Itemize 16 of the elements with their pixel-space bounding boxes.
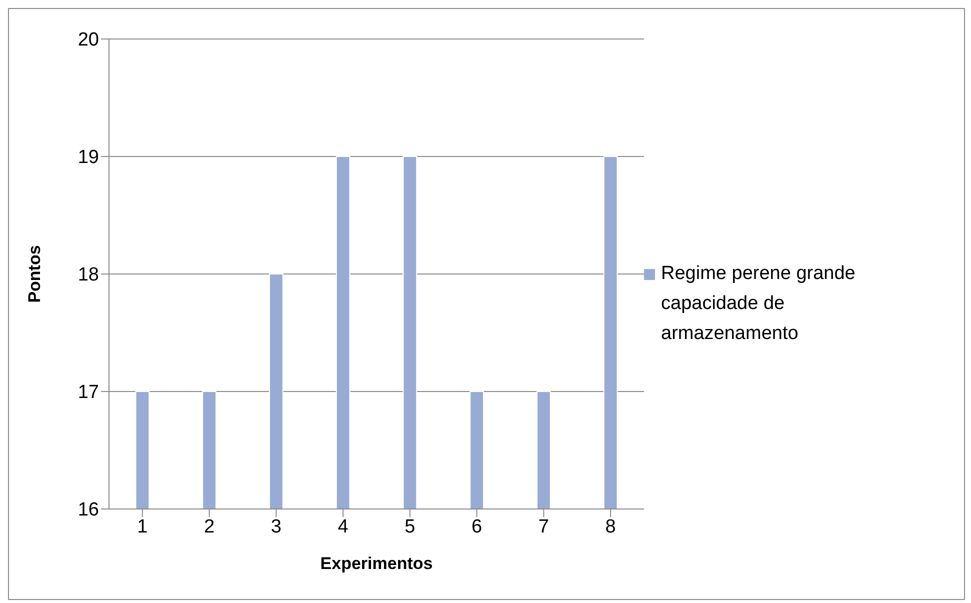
x-tick-label: 5 [404, 516, 416, 538]
x-tick-label: 8 [605, 516, 616, 538]
x-tick-label: 6 [472, 516, 482, 538]
x-tick-label: 3 [270, 516, 282, 538]
x-tick-label: 1 [137, 516, 148, 538]
legend-label: Regime perene grande capacidade de armazenamento [661, 262, 856, 346]
x-axis-title: Experimentos [320, 554, 433, 573]
y-tick-label: 16 [78, 500, 99, 521]
x-tick-label: 4 [338, 516, 349, 538]
y-tick-label: 17 [78, 382, 99, 404]
y-tick-label: 19 [78, 147, 99, 168]
x-tick-label: 7 [538, 516, 549, 538]
x-tick-label: 2 [204, 516, 215, 538]
y-axis-title: Pontos [25, 245, 44, 303]
y-tick-label: 20 [78, 30, 99, 51]
y-tick-label: 18 [78, 264, 99, 286]
